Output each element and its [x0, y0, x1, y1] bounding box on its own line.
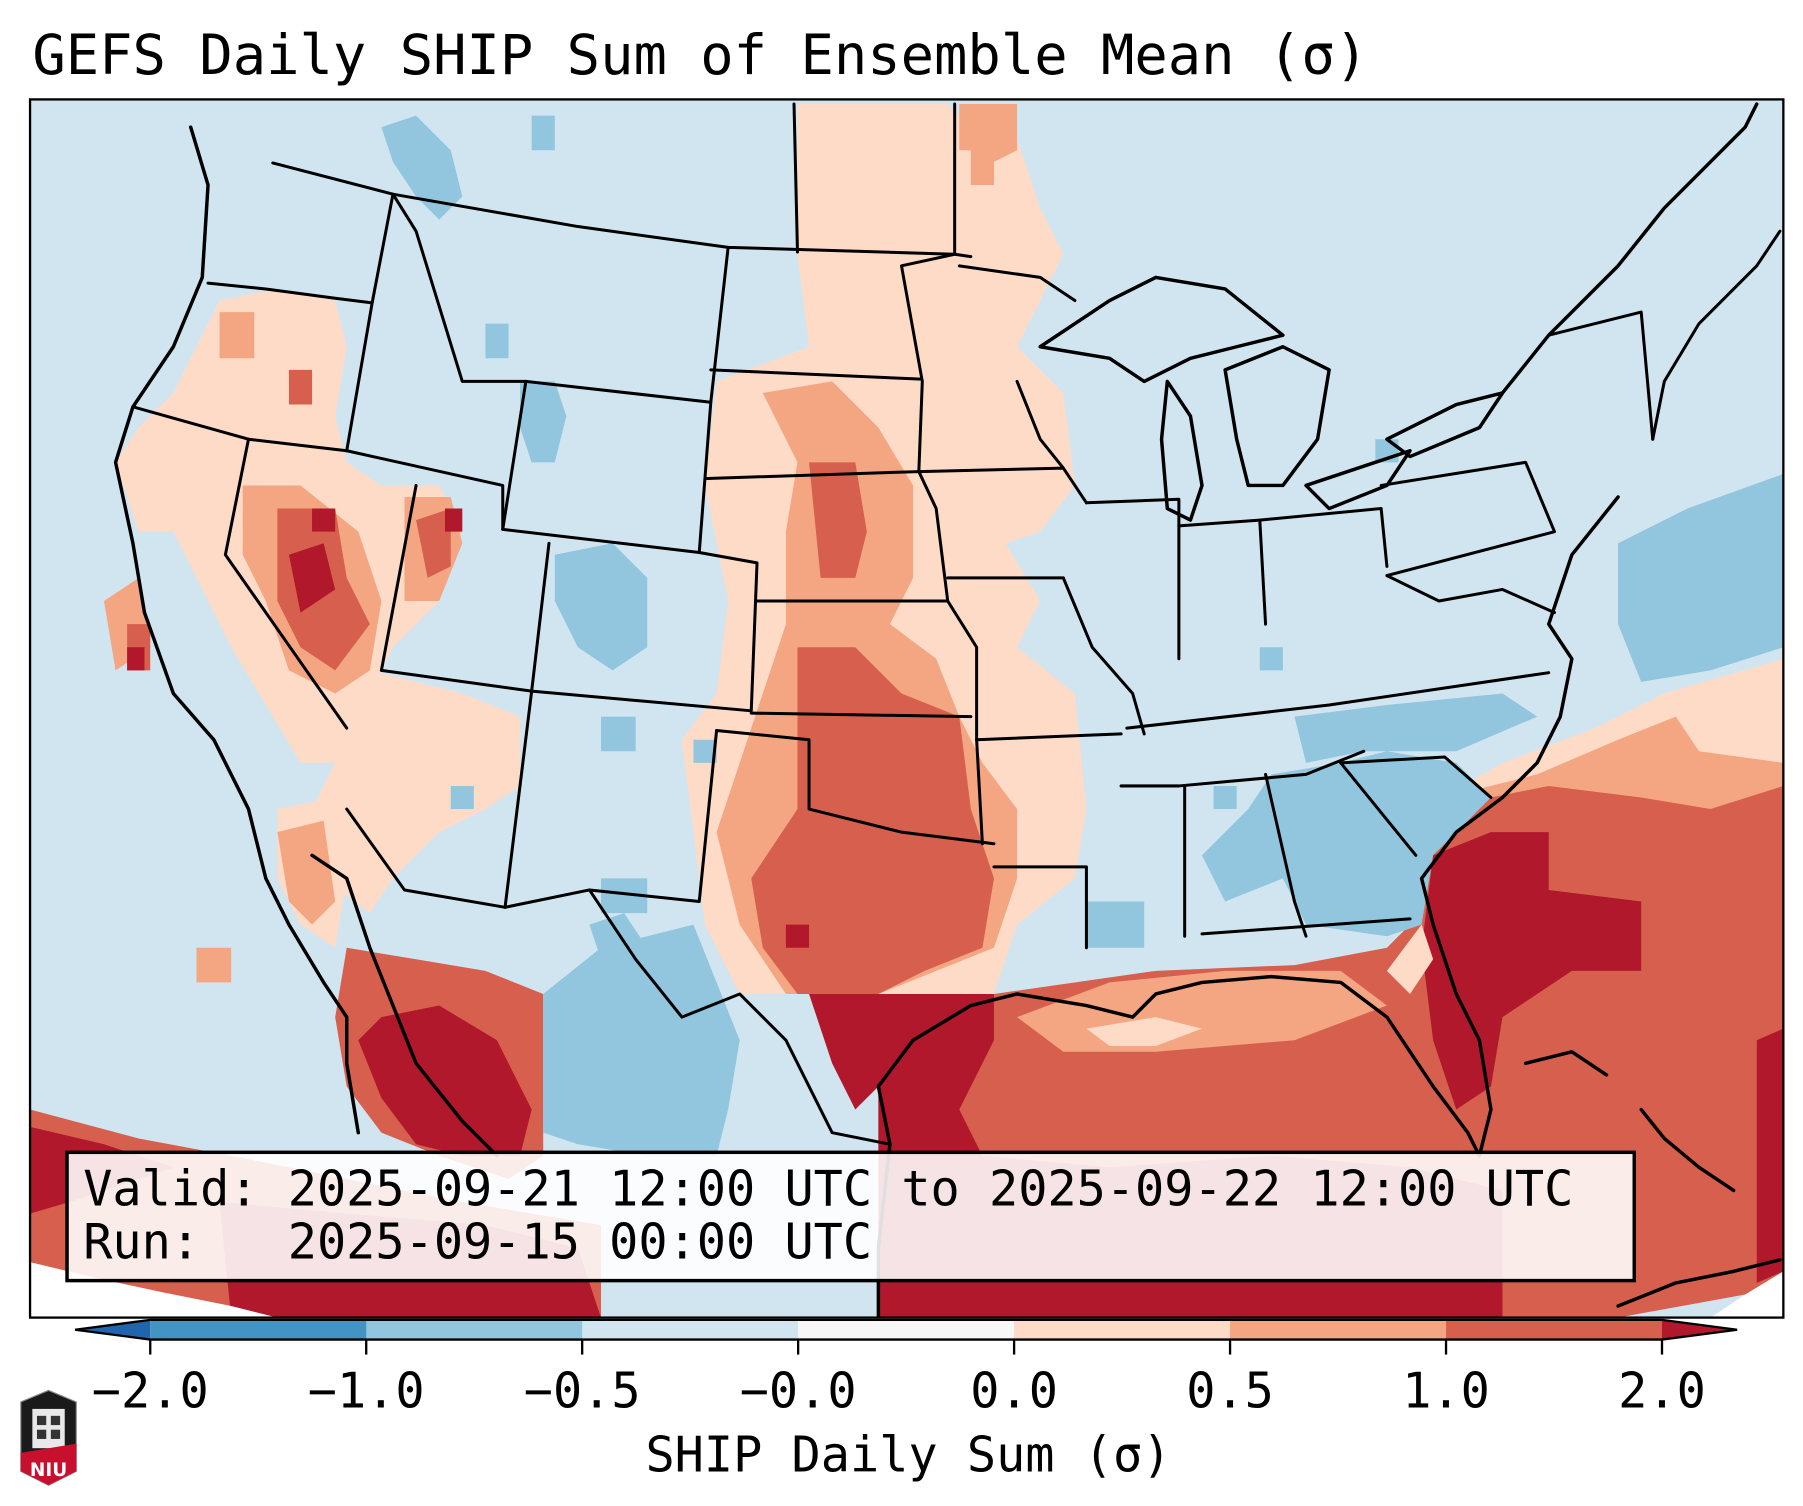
- run-time-text: Run: 2025-09-15 00:00 UTC: [83, 1215, 872, 1271]
- colorbar-bin: [1014, 1319, 1231, 1340]
- colorbar-tick-label: −1.0: [308, 1364, 425, 1420]
- field-mexico-blue: [543, 913, 740, 1156]
- colorbar-bin: [1230, 1319, 1447, 1340]
- state-borders: [131, 102, 1655, 950]
- logo-text: NIU: [30, 1460, 67, 1481]
- colorbar-tick-label: 1.0: [1402, 1364, 1490, 1420]
- field-gulf-peach: [1086, 924, 1434, 1046]
- field-northwest-salmon: [104, 312, 463, 694]
- colorbar-extend-under: [75, 1319, 151, 1340]
- colorbar-tick-label: −0.5: [524, 1364, 641, 1420]
- field-mexico-dark: [358, 1005, 532, 1156]
- field-northwest-red: [127, 369, 451, 671]
- field-baja-salmon: [196, 820, 336, 983]
- coastlines: [113, 102, 1782, 1318]
- colorbar-bin: [1446, 1319, 1663, 1340]
- colorbar-tick-label: 0.5: [1186, 1364, 1274, 1420]
- colorbar: [74, 1318, 1738, 1341]
- colorbar-tick-label: −0.0: [740, 1364, 857, 1420]
- colorbar-bin: [582, 1319, 799, 1340]
- out-of-domain-corner-east: [1710, 1271, 1784, 1318]
- info-box-frame: [65, 1150, 1636, 1283]
- valid-time-text: Valid: 2025-09-21 12:00 UTC to 2025-09-2…: [83, 1161, 1573, 1217]
- colorbar-tick-label: −2.0: [92, 1364, 209, 1420]
- field-plains-red: [751, 462, 994, 994]
- colorbar-bin: [150, 1319, 367, 1340]
- colorbar-bin: [798, 1319, 1015, 1340]
- field-southeast-dark: [1421, 832, 1784, 1283]
- info-box: Valid: 2025-09-21 12:00 UTC to 2025-09-2…: [65, 1150, 1636, 1283]
- colorbar-bin: [366, 1319, 583, 1340]
- map-frame: [28, 98, 1785, 1319]
- colorbar-extend-over: [1661, 1319, 1738, 1340]
- colorbar-tick-label: 2.0: [1618, 1364, 1706, 1420]
- colorbar-tick-label: 0.0: [970, 1364, 1058, 1420]
- colorbar-ticks: −2.0 −1.0 −0.5 −0.0 0.0 0.5 1.0 2.0: [92, 1339, 1706, 1420]
- field-atlantic-blue: [1375, 439, 1784, 682]
- niu-logo-icon: NIU: [20, 1389, 77, 1486]
- out-of-domain-corner: [30, 1262, 278, 1318]
- field-southwest-peach: [277, 670, 521, 948]
- figure-title: GEFS Daily SHIP Sum of Ensemble Mean (σ): [32, 24, 1368, 88]
- colorbar-label: SHIP Daily Sum (σ): [645, 1427, 1171, 1483]
- map-panel: Valid: 2025-09-21 12:00 UTC to 2025-09-2…: [30, 99, 1784, 1318]
- field-texas-dark: [785, 924, 890, 1110]
